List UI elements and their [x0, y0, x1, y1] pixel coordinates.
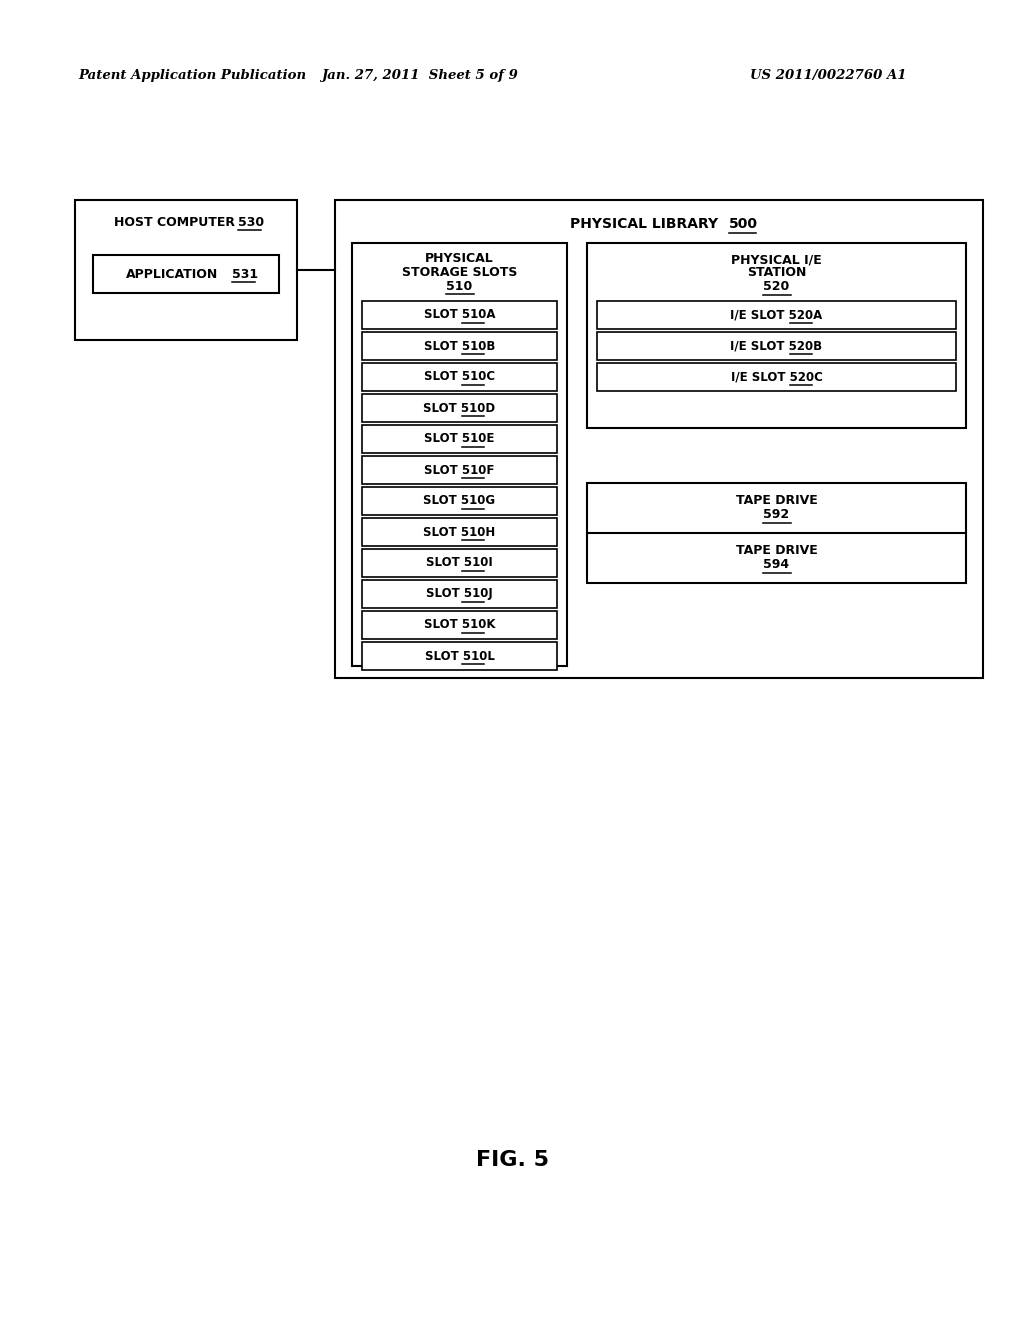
Text: I/E SLOT 520B: I/E SLOT 520B [730, 339, 822, 352]
Text: Jan. 27, 2011  Sheet 5 of 9: Jan. 27, 2011 Sheet 5 of 9 [322, 69, 518, 82]
Text: SLOT 510D: SLOT 510D [424, 401, 496, 414]
Bar [362, 517, 557, 546]
Bar [362, 579, 557, 609]
Text: FIG. 5: FIG. 5 [475, 1150, 549, 1170]
Text: STATION: STATION [746, 267, 806, 280]
Bar [362, 487, 557, 515]
Text: 520: 520 [763, 281, 790, 293]
Text: 594: 594 [764, 558, 790, 572]
Bar [362, 363, 557, 391]
Bar [75, 201, 297, 341]
Bar [597, 333, 956, 360]
Bar [597, 301, 956, 329]
Text: TAPE DRIVE: TAPE DRIVE [735, 544, 817, 557]
Text: 500: 500 [729, 216, 758, 231]
Text: I/E SLOT 520C: I/E SLOT 520C [730, 371, 822, 384]
Text: SLOT 510A: SLOT 510A [424, 309, 496, 322]
Text: SLOT 510K: SLOT 510K [424, 619, 496, 631]
Bar [362, 425, 557, 453]
Text: SLOT 510I: SLOT 510I [426, 557, 493, 569]
Bar [587, 483, 966, 583]
Text: PHYSICAL I/E: PHYSICAL I/E [731, 253, 822, 267]
Bar [362, 455, 557, 484]
Text: 530: 530 [238, 215, 264, 228]
Bar [362, 642, 557, 671]
Bar [587, 243, 966, 428]
Text: SLOT 510G: SLOT 510G [424, 495, 496, 507]
Bar [597, 363, 956, 391]
Bar [352, 243, 567, 667]
Text: APPLICATION: APPLICATION [126, 268, 218, 281]
Bar [93, 255, 279, 293]
Text: 510: 510 [446, 280, 473, 293]
Text: SLOT 510B: SLOT 510B [424, 339, 496, 352]
Bar [362, 393, 557, 422]
Text: I/E SLOT 520A: I/E SLOT 520A [730, 309, 822, 322]
Text: SLOT 510J: SLOT 510J [426, 587, 493, 601]
Text: SLOT 510C: SLOT 510C [424, 371, 495, 384]
Text: TAPE DRIVE: TAPE DRIVE [735, 495, 817, 507]
Text: SLOT 510E: SLOT 510E [424, 433, 495, 446]
Text: PHYSICAL: PHYSICAL [425, 252, 494, 265]
Bar [362, 611, 557, 639]
Text: STORAGE SLOTS: STORAGE SLOTS [401, 265, 517, 279]
Text: HOST COMPUTER: HOST COMPUTER [114, 215, 234, 228]
Text: 592: 592 [764, 508, 790, 521]
Text: US 2011/0022760 A1: US 2011/0022760 A1 [750, 69, 906, 82]
Bar [362, 549, 557, 577]
Bar [362, 301, 557, 329]
Text: 531: 531 [232, 268, 258, 281]
Text: PHYSICAL LIBRARY: PHYSICAL LIBRARY [570, 216, 718, 231]
Bar [362, 333, 557, 360]
Text: Patent Application Publication: Patent Application Publication [78, 69, 306, 82]
Text: SLOT 510H: SLOT 510H [423, 525, 496, 539]
Text: SLOT 510F: SLOT 510F [424, 463, 495, 477]
Bar [335, 201, 983, 678]
Text: SLOT 510L: SLOT 510L [425, 649, 495, 663]
